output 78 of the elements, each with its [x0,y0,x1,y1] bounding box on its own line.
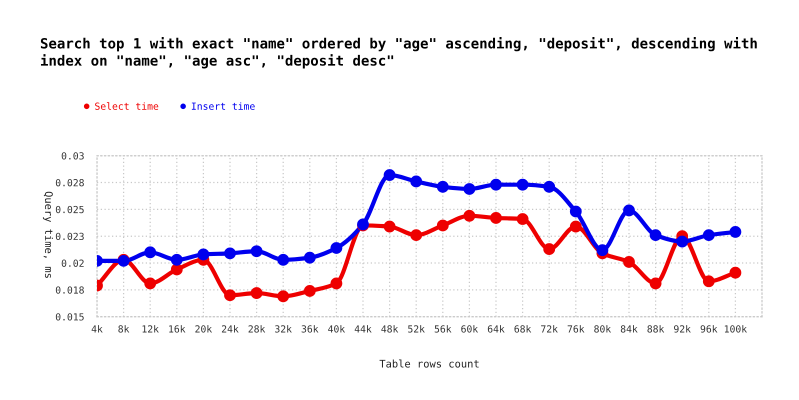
point [170,254,183,266]
y-tick-label: 0.028 [56,179,84,186]
point [197,248,210,260]
x-tick-label: 64k [488,325,505,333]
point [729,226,742,238]
x-tick-label: 56k [434,325,452,333]
point [596,244,608,256]
point [570,220,582,232]
x-tick-label: 28k [248,325,266,333]
point [144,278,156,290]
point [224,289,236,302]
point [410,229,422,242]
y-axis-title: Query time, ms [42,192,54,278]
point [570,206,582,218]
chart-title: Search top 1 with exact "name" ordered by "age" ascending, "deposit", descending with index on "name", "age asc", "deposit desc" [40,37,757,68]
point [490,212,502,224]
x-axis-title: Table rows count [380,359,479,368]
point [463,210,476,222]
point [144,246,156,258]
point [384,169,396,181]
point [729,266,742,279]
x-tick-label: 8k [118,325,130,333]
point [490,178,502,191]
point [650,229,662,242]
x-tick-label: 72k [541,325,558,332]
point [543,243,556,255]
point [224,247,236,260]
point [250,287,263,299]
x-tick-label: 92k [674,325,691,333]
x-tick-label: 76k [568,325,584,333]
y-tick-label: 0.018 [56,286,84,294]
y-tick-label: 0.02 [62,260,84,267]
y-tick-label: 0.015 [56,313,84,321]
x-tick-label: 20k [195,325,212,333]
point [384,220,396,232]
point [623,256,635,268]
y-tick-label: 0.025 [56,206,84,214]
point [516,178,529,191]
x-tick-label: 52k [408,325,425,333]
x-tick-label: 68k [514,325,532,333]
x-tick-label: 84k [620,325,638,333]
x-tick-label: 80k [594,325,612,333]
point [277,290,290,302]
point [676,236,688,248]
point [277,254,290,266]
point [170,264,183,276]
point [702,229,715,242]
y-tick-label: 0.03 [62,152,84,160]
x-tick-label: 44k [354,325,372,332]
point [436,180,449,193]
x-tick-label: 96k [700,325,718,333]
x-tick-label: 100k [724,325,747,333]
legend-label: Insert time [192,102,255,110]
point [623,204,635,216]
point [543,180,556,193]
x-tick-label: 36k [302,325,318,333]
x-tick-label: 32k [275,325,292,333]
point [410,176,422,188]
point [304,252,316,264]
y-tick-label: 0.023 [56,232,84,240]
point [702,275,715,288]
x-tick-label: 60k [461,325,478,333]
legend-label: Select time [95,102,158,110]
x-tick-label: 4k [92,325,103,332]
point [330,242,342,254]
point [463,183,476,195]
point [516,213,529,225]
point [330,278,342,290]
x-tick-label: 16k [169,325,186,333]
x-tick-label: 88k [647,325,664,333]
point [436,220,449,232]
point [304,285,316,297]
point [250,245,263,258]
point [650,278,662,290]
x-tick-label: 24k [222,325,239,332]
x-tick-label: 48k [381,325,398,333]
x-tick-label: 40k [328,325,346,333]
x-tick-label: 12k [142,325,159,332]
